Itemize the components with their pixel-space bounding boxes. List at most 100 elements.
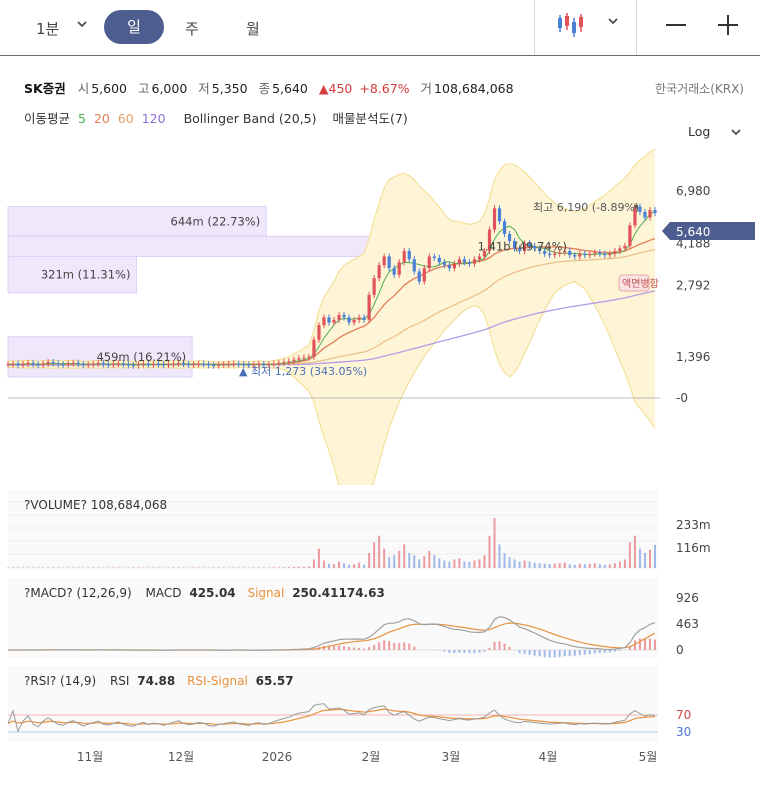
volume-bar: [608, 564, 611, 568]
chevron-down-icon[interactable]: [607, 16, 619, 26]
interval-selector[interactable]: 1분: [36, 20, 60, 38]
candle-body: [633, 206, 637, 226]
candle-body: [106, 364, 110, 366]
x-axis: 11월 12월 2026 2월 3월 4월 5월: [77, 750, 658, 764]
macd-histogram-bar: [488, 647, 491, 650]
macd-histogram-bar: [363, 648, 366, 650]
high-annotation-text: 최고 6,190 (-8.89%): [533, 201, 639, 214]
ma20-label: 20: [93, 111, 110, 126]
scale-selector[interactable]: Log: [688, 124, 711, 139]
chevron-down-icon[interactable]: [730, 127, 742, 137]
close-label: 종: [258, 81, 271, 96]
divider: [534, 0, 535, 55]
macd-histogram-bar: [578, 650, 581, 656]
volume-bar: [373, 542, 376, 568]
candle-body: [462, 259, 467, 263]
high-label: 고: [137, 81, 150, 96]
macd-panel[interactable]: ?MACD? (12,26,9) MACD 425.04 Signal 250.…: [0, 578, 760, 663]
zoom-in-button[interactable]: [727, 15, 729, 35]
candle-body: [507, 234, 512, 241]
volume-bar: [463, 561, 466, 568]
candle-body: [6, 364, 10, 366]
volume-bar: [438, 558, 441, 568]
candle-body: [623, 245, 627, 249]
candle-body: [397, 262, 401, 275]
rsi-title: ?RSI? (14,9) RSI 74.88 RSI-Signal 65.57: [24, 674, 294, 688]
candle-body: [387, 256, 391, 269]
bollinger-label[interactable]: Bollinger Band (20,5): [183, 111, 317, 126]
indicator-legend: 이동평균 5 20 60 120 Bollinger Band (20,5) 매…: [24, 108, 412, 127]
tab-week[interactable]: 주: [185, 20, 199, 38]
candle-body: [202, 363, 206, 365]
candle-body: [447, 265, 451, 269]
volume-bar: [343, 563, 346, 568]
volume-panel[interactable]: ?VOLUME? 108,684,068 233m 116m: [0, 490, 760, 574]
candle-body: [457, 259, 461, 264]
candle-body: [492, 208, 497, 230]
x-tick-label: 5월: [639, 750, 658, 764]
rsi-panel[interactable]: ?RSI? (14,9) RSI 74.88 RSI-Signal 65.57 …: [0, 666, 760, 746]
macd-tick: 926: [676, 591, 699, 605]
macd-histogram-bar: [598, 650, 601, 653]
volume-bar: [618, 561, 621, 568]
candle-body: [71, 362, 75, 364]
volume-profile-label: 321m (11.31%): [41, 268, 131, 282]
bollinger-lower-line: [7, 281, 656, 485]
candle-body: [56, 363, 60, 365]
candle-body: [222, 364, 226, 366]
candle-body: [322, 317, 326, 326]
candle-body: [563, 251, 567, 253]
candle-body: [51, 361, 55, 364]
macd-histogram-bar: [654, 639, 656, 650]
candle-body: [191, 364, 196, 366]
volume-bar: [493, 518, 496, 568]
candle-body: [252, 364, 256, 366]
zoom-out-button[interactable]: [666, 24, 686, 26]
volume-bar: [272, 567, 275, 568]
macd-histogram-bar: [388, 641, 391, 650]
volume-bar: [398, 550, 401, 568]
candle-body: [427, 256, 431, 269]
candle-body: [402, 251, 406, 263]
candle-body: [482, 251, 487, 257]
volume-bar: [558, 563, 561, 568]
volume-profile-label[interactable]: 매물분석도(7): [332, 111, 408, 126]
candle-body: [598, 252, 602, 254]
volume-bar: [518, 561, 521, 568]
candle-body: [262, 363, 266, 365]
macd-histogram-bar: [638, 638, 641, 650]
candle-body: [302, 357, 306, 359]
candlestick-icon[interactable]: [556, 12, 586, 38]
candle-body: [583, 253, 587, 256]
volume-bar: [413, 555, 416, 568]
x-tick-label: 2월: [362, 750, 381, 764]
candle-body: [196, 363, 201, 365]
low-annotation-text: ▲ 최저 1,273 (343.05%): [239, 365, 367, 378]
tab-month[interactable]: 월: [246, 20, 260, 38]
candle-body: [307, 356, 311, 358]
open-value: 5,600: [91, 81, 127, 96]
macd-histogram-bar: [593, 650, 596, 654]
candle-body: [292, 359, 296, 362]
candle-body: [66, 363, 70, 365]
macd-histogram-bar: [628, 646, 631, 650]
volume-bar: [292, 567, 295, 568]
tab-day[interactable]: 일: [104, 10, 164, 44]
ma-label[interactable]: 이동평균: [24, 111, 71, 126]
volume-bar: [363, 564, 366, 568]
macd-histogram-bar: [643, 638, 646, 650]
price-chart[interactable]: 644m (22.73%) 1.41b (49.74%) 321m (11.31%)…: [0, 140, 760, 485]
chevron-down-icon[interactable]: [76, 18, 88, 30]
macd-histogram-bar: [343, 645, 346, 650]
candle-body: [267, 364, 271, 366]
rsi-tick: 70: [676, 708, 691, 722]
macd-histogram-bar: [413, 646, 416, 650]
candle-body: [171, 363, 176, 365]
candle-body: [36, 364, 40, 366]
volume-bar: [302, 566, 305, 568]
macd-histogram-bar: [368, 647, 371, 650]
candle-body: [181, 362, 186, 364]
ma120-label: 120: [141, 111, 166, 126]
ma60-label: 60: [117, 111, 134, 126]
volume-bar: [353, 564, 356, 568]
